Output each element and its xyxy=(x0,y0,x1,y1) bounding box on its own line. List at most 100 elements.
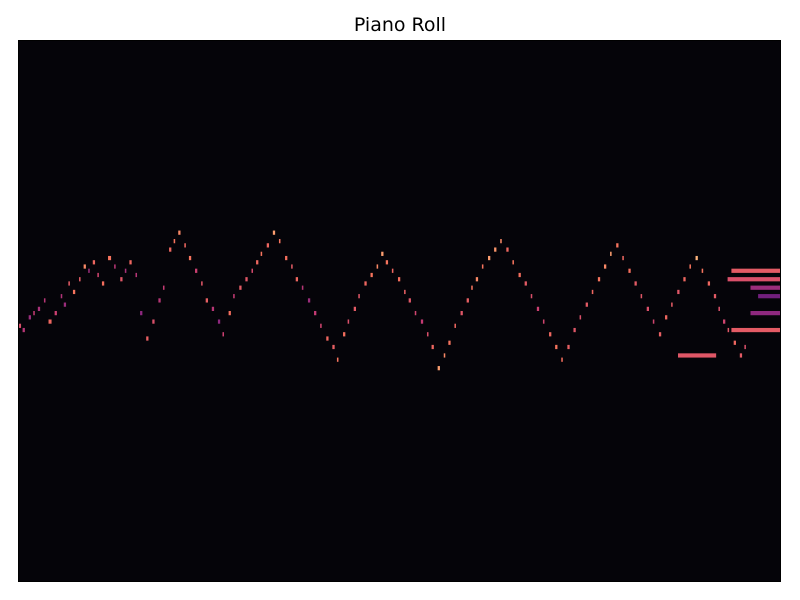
note xyxy=(120,277,123,282)
note xyxy=(506,247,509,252)
note xyxy=(152,319,155,324)
note xyxy=(471,285,473,290)
note xyxy=(727,327,730,333)
note xyxy=(524,281,527,286)
note xyxy=(443,353,446,358)
note xyxy=(488,255,491,261)
note xyxy=(744,344,746,350)
note xyxy=(135,272,138,278)
note xyxy=(201,281,203,286)
note xyxy=(205,298,208,303)
note xyxy=(307,298,311,303)
note xyxy=(585,302,588,307)
note xyxy=(530,294,533,299)
note xyxy=(314,311,317,316)
note xyxy=(124,268,127,273)
note xyxy=(431,344,434,350)
note xyxy=(713,294,717,299)
note xyxy=(162,285,165,290)
note xyxy=(353,306,357,311)
note xyxy=(285,255,288,261)
note xyxy=(129,260,132,265)
note xyxy=(63,302,67,307)
note xyxy=(542,319,545,324)
note xyxy=(83,264,86,269)
note xyxy=(376,264,379,269)
note xyxy=(326,336,329,341)
note xyxy=(245,277,248,282)
note xyxy=(437,366,440,371)
note xyxy=(549,332,552,337)
note xyxy=(475,277,479,282)
note xyxy=(343,332,346,337)
note xyxy=(397,277,401,282)
note xyxy=(178,230,181,235)
note xyxy=(652,319,655,324)
note xyxy=(68,281,70,286)
note xyxy=(88,268,90,273)
note xyxy=(731,327,781,333)
note xyxy=(301,285,304,290)
note xyxy=(603,264,607,269)
note xyxy=(54,311,57,316)
plot-area xyxy=(18,40,781,582)
note xyxy=(695,255,698,261)
note xyxy=(291,264,293,269)
note xyxy=(260,251,263,256)
note xyxy=(195,268,198,273)
note xyxy=(320,323,322,328)
note xyxy=(37,306,41,311)
note xyxy=(460,311,463,316)
note xyxy=(336,357,339,362)
note xyxy=(114,264,116,269)
note xyxy=(573,327,576,333)
note xyxy=(555,344,558,350)
note xyxy=(79,277,81,282)
note xyxy=(358,294,360,299)
note xyxy=(536,306,540,311)
note xyxy=(391,268,394,273)
chart-title: Piano Roll xyxy=(353,14,447,36)
note xyxy=(146,336,149,341)
note xyxy=(217,319,221,324)
note xyxy=(228,311,231,316)
note xyxy=(211,306,215,311)
note xyxy=(750,311,781,316)
note xyxy=(723,319,726,324)
note xyxy=(512,260,514,265)
note xyxy=(634,281,637,286)
note xyxy=(272,230,276,235)
note xyxy=(295,277,299,282)
note xyxy=(251,268,254,273)
note xyxy=(108,255,112,261)
note xyxy=(239,285,242,290)
note xyxy=(481,264,484,269)
note xyxy=(43,298,46,303)
note xyxy=(266,243,270,248)
note xyxy=(500,239,502,244)
note xyxy=(347,319,350,324)
note xyxy=(420,319,424,324)
note xyxy=(222,332,225,337)
note xyxy=(640,294,643,299)
note xyxy=(370,272,373,278)
note xyxy=(658,332,662,337)
note xyxy=(567,344,570,350)
note xyxy=(727,277,781,282)
note xyxy=(646,306,649,311)
note xyxy=(385,260,389,265)
note xyxy=(671,302,673,307)
note xyxy=(101,281,105,286)
note xyxy=(33,311,35,316)
note xyxy=(408,298,411,303)
note xyxy=(733,340,736,345)
note xyxy=(731,268,781,273)
note xyxy=(494,247,497,252)
note xyxy=(60,294,63,299)
note xyxy=(628,268,631,273)
note xyxy=(758,294,781,299)
note xyxy=(579,315,582,320)
note xyxy=(689,264,691,269)
note xyxy=(454,323,456,328)
note xyxy=(707,281,711,286)
